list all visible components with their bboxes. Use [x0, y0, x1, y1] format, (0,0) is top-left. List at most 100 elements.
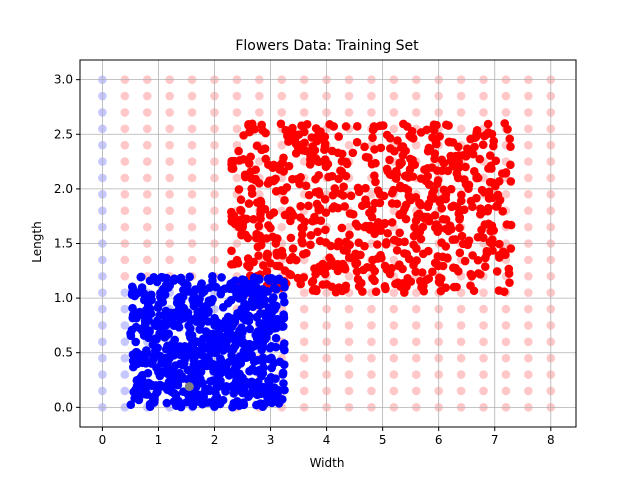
data-point-red: [492, 267, 502, 276]
data-point-blue: [179, 358, 189, 368]
data-point-red: [375, 198, 385, 208]
data-point-red: [506, 244, 516, 253]
background-point-red: [524, 173, 533, 183]
background-point-red: [187, 140, 197, 150]
data-point-blue: [216, 356, 225, 365]
background-point-red: [187, 190, 197, 199]
data-point-red: [272, 248, 281, 258]
data-point-red: [499, 287, 509, 296]
data-point-blue: [242, 303, 251, 312]
data-point-blue: [201, 327, 211, 336]
data-point-blue: [152, 321, 161, 331]
data-point-red: [460, 256, 470, 266]
data-point-red: [373, 218, 383, 227]
data-point-red: [249, 214, 258, 224]
data-point-blue: [171, 401, 181, 411]
background-point-red: [524, 108, 533, 117]
data-point-red: [395, 209, 405, 219]
background-point-red: [524, 190, 533, 199]
background-point-red: [411, 108, 421, 117]
y-tick-label: 0.0: [54, 400, 73, 414]
data-point-red: [468, 251, 477, 260]
data-point-blue: [271, 333, 281, 343]
data-point-red: [423, 202, 433, 212]
background-point-red: [165, 140, 174, 150]
background-point-red: [165, 222, 174, 232]
x-tick-label: 8: [547, 433, 555, 447]
background-point-red: [120, 222, 130, 232]
background-point-red: [344, 353, 354, 363]
data-point-red: [506, 160, 515, 170]
background-point-red: [524, 255, 533, 265]
background-point-red: [299, 386, 309, 396]
data-point-red: [401, 214, 411, 224]
data-point-red: [383, 228, 393, 238]
data-point-blue: [187, 391, 197, 401]
data-point-red: [400, 237, 409, 247]
background-point-red: [479, 288, 488, 297]
background-point-red: [479, 337, 488, 347]
data-point-red: [352, 267, 362, 276]
data-point-blue: [128, 303, 137, 313]
data-point-red: [382, 164, 392, 174]
data-point-red: [401, 171, 411, 180]
data-point-blue: [258, 285, 268, 294]
data-point-red: [404, 191, 414, 201]
data-point-red: [313, 227, 322, 237]
data-point-red: [247, 184, 256, 194]
background-point-red: [456, 353, 466, 363]
data-point-red: [379, 191, 389, 201]
data-point-red: [348, 148, 358, 158]
data-point-blue: [239, 275, 249, 285]
data-point-red: [483, 119, 493, 129]
background-point-red: [187, 206, 197, 216]
background-point-red: [232, 91, 242, 101]
data-point-red: [382, 265, 392, 274]
data-point-red: [328, 203, 338, 213]
data-point-blue: [172, 298, 182, 308]
background-point-red: [299, 288, 309, 297]
data-point-red: [327, 256, 336, 265]
background-point-red: [367, 386, 376, 396]
data-point-red: [256, 196, 265, 206]
data-point-red: [340, 202, 349, 211]
data-point-red: [238, 222, 248, 232]
data-point-red: [304, 190, 314, 200]
data-point-blue: [271, 374, 280, 383]
data-point-red: [297, 223, 306, 233]
data-point-red: [301, 181, 311, 191]
data-point-red: [437, 195, 446, 204]
data-point-red: [312, 286, 321, 296]
background-point-red: [411, 337, 421, 347]
data-point-red: [485, 151, 495, 160]
background-point-red: [389, 108, 399, 117]
data-point-blue: [257, 371, 266, 381]
background-point-red: [344, 271, 354, 281]
background-point-red: [120, 255, 130, 265]
data-point-red: [385, 155, 394, 165]
data-point-blue: [245, 324, 255, 334]
background-point-red: [456, 370, 466, 379]
data-point-blue: [248, 302, 258, 312]
background-point-red: [142, 206, 152, 216]
data-point-red: [416, 174, 426, 183]
data-point-red: [387, 218, 397, 227]
data-point-red: [372, 240, 382, 249]
data-point-blue: [131, 337, 141, 347]
data-point-blue: [267, 363, 277, 373]
data-point-red: [364, 153, 373, 162]
background-point-red: [411, 370, 421, 379]
data-point-red: [392, 246, 402, 255]
background-point-red: [299, 353, 309, 363]
data-point-red: [367, 212, 377, 222]
background-point-red: [501, 190, 511, 199]
data-point-blue: [280, 385, 289, 395]
background-point-red: [277, 222, 287, 232]
data-point-red: [323, 159, 333, 169]
data-point-red: [408, 134, 418, 143]
data-point-blue: [170, 335, 180, 345]
data-point-red: [234, 185, 244, 194]
background-point-red: [524, 370, 533, 379]
y-tick-label: 1.5: [54, 237, 73, 251]
data-point-red: [284, 161, 294, 171]
